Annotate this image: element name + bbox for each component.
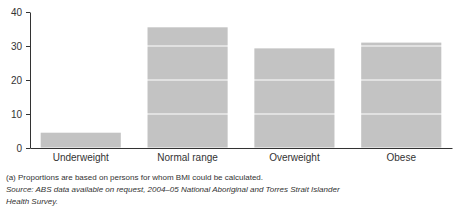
y-tick: 10 [11,109,30,120]
x-tick-label: Normal range [157,152,218,163]
annotations: (a) Proportions are based on persons for… [6,173,340,206]
annotation: Health Survey. [6,197,58,206]
y-tick-label: 30 [11,41,23,52]
x-tick-label: Obese [387,152,417,163]
y-tick-mark [26,12,30,13]
grid-line [30,147,452,148]
y-axis: 0 10 20 30 40 [11,7,31,154]
y-tick-mark [26,148,30,149]
grid-line [30,45,452,46]
x-tick-label: Underweight [53,152,109,163]
y-tick-mark [26,46,30,47]
y-tick-mark [26,80,30,81]
y-axis-line [30,13,31,149]
x-tick: Normal range [157,152,218,163]
x-axis: Underweight Normal range Overweight Obese [31,149,453,164]
bar [41,133,121,148]
y-tick: 30 [11,41,30,52]
y-tick-label: 0 [16,143,22,154]
x-tick: Underweight [53,152,109,163]
y-tick-label: 20 [11,75,23,86]
y-tick: 40 [11,7,30,18]
y-tick-mark [26,114,30,115]
x-tick: Obese [387,152,417,163]
x-tick-label: Overweight [269,152,320,163]
bar [254,48,334,148]
plot-area [30,12,452,148]
x-tick: Overweight [269,152,320,163]
annotation: Source: ABS data available on request, 2… [6,185,340,194]
y-tick-label: 10 [11,109,23,120]
x-axis-line [31,148,453,149]
chart: 0 10 20 30 40 Underweight Normal range Overweig… [0,0,455,220]
annotation: (a) Proportions are based on persons for… [6,173,263,182]
grid-line [30,79,452,80]
y-tick: 20 [11,75,30,86]
grid-line [30,113,452,114]
grid-line [30,12,452,13]
y-tick-label: 40 [11,7,23,18]
y-tick: 0 [16,143,30,154]
bar [361,43,441,148]
